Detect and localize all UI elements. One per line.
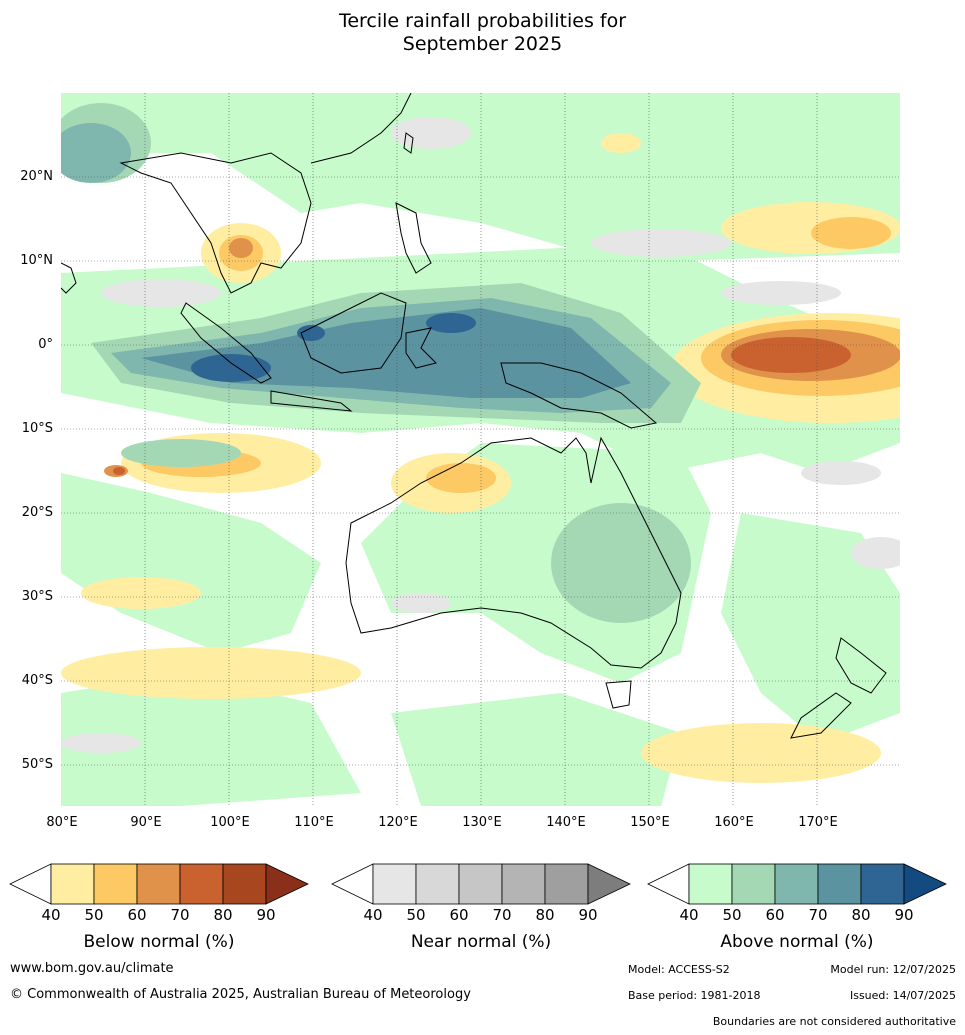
below-normal-70-areas — [113, 337, 851, 475]
lat-label-30s: 30°S — [21, 589, 53, 604]
legend-low-extension — [9, 863, 52, 905]
legend-tick-label: 90 — [578, 906, 598, 924]
legend-tick-label: 40 — [363, 906, 383, 924]
lon-label-110e: 110°E — [294, 815, 334, 830]
lon-label-80e: 80°E — [46, 815, 78, 830]
lon-label-130e: 130°E — [462, 815, 502, 830]
graticule — [61, 93, 900, 806]
legend-tick-label: 70 — [170, 906, 190, 924]
legend-near-normal-colorbar — [331, 863, 631, 905]
near-normal-areas — [61, 117, 900, 753]
legend-swatch — [817, 863, 862, 905]
legend-swatch — [501, 863, 546, 905]
lat-label-10s: 10°S — [21, 421, 53, 436]
legend-tick-label: 80 — [213, 906, 233, 924]
legend-swatch — [688, 863, 733, 905]
boundaries-disclaimer: Boundaries are not considered authoritat… — [712, 1015, 956, 1028]
above-normal-80-areas — [191, 313, 476, 382]
new-guinea-coast — [500, 362, 658, 429]
title-line-2: September 2025 — [402, 33, 563, 55]
legend-tick-label: 60 — [765, 906, 785, 924]
legend-tick-label: 80 — [535, 906, 555, 924]
legend-high-extension — [265, 863, 309, 905]
lat-label-20s: 20°S — [21, 505, 53, 520]
legend-high-extension — [587, 863, 631, 905]
borneo-coast — [300, 292, 407, 374]
map-title: Tercile rainfall probabilities for Septe… — [0, 10, 965, 56]
china-coast — [310, 93, 412, 164]
india-coast — [61, 262, 77, 294]
legend-swatch — [222, 863, 267, 905]
legend-below-normal-colorbar — [9, 863, 309, 905]
new-zealand-south-coast — [790, 692, 852, 739]
legend-tick-label: 90 — [894, 906, 914, 924]
legend-tick-label: 60 — [449, 906, 469, 924]
legend-tick-label: 80 — [851, 906, 871, 924]
coastlines — [61, 93, 887, 739]
legend-swatch — [179, 863, 224, 905]
legend-above-normal-title: Above normal (%) — [720, 932, 874, 952]
legend-near-normal-title: Near normal (%) — [410, 932, 552, 952]
new-zealand-coast — [835, 637, 887, 694]
lon-label-90e: 90°E — [130, 815, 162, 830]
legend-above-normal-colorbar — [647, 863, 947, 905]
legend-swatch — [731, 863, 776, 905]
base-period: Base period: 1981-2018 — [628, 989, 761, 1002]
legend-tick-label: 50 — [406, 906, 426, 924]
legend-low-extension — [331, 863, 374, 905]
model-run: Model run: 12/07/2025 — [830, 963, 956, 976]
rainfall-map — [61, 93, 900, 806]
lat-label-0: 0° — [38, 337, 53, 352]
australia-coast — [345, 436, 682, 669]
legend-swatch — [774, 863, 819, 905]
legend-low-extension — [647, 863, 690, 905]
legend-swatch — [415, 863, 460, 905]
lon-label-150e: 150°E — [630, 815, 670, 830]
philippines-coast — [395, 202, 432, 274]
lon-label-100e: 100°E — [210, 815, 250, 830]
legend-tick-label: 60 — [127, 906, 147, 924]
issued-date: Issued: 14/07/2025 — [849, 989, 956, 1002]
lon-label-160e: 160°E — [714, 815, 754, 830]
lat-label-20n: 20°N — [20, 169, 53, 184]
legend-above-normal — [646, 862, 948, 906]
map-canvas — [61, 93, 900, 806]
legend-tick-label: 40 — [679, 906, 699, 924]
copyright: © Commonwealth of Australia 2025, Austra… — [10, 987, 471, 1002]
title-line-1: Tercile rainfall probabilities for — [338, 10, 627, 32]
model-name: Model: ACCESS-S2 — [628, 963, 730, 976]
legend-swatch — [372, 863, 417, 905]
legend-tick-label: 40 — [41, 906, 61, 924]
legend-swatch — [136, 863, 181, 905]
website-link[interactable]: www.bom.gov.au/climate — [10, 961, 174, 976]
taiwan-coast — [403, 132, 414, 154]
lon-label-170e: 170°E — [798, 815, 838, 830]
lon-label-120e: 120°E — [378, 815, 418, 830]
legend-tick-label: 50 — [722, 906, 742, 924]
java-coast — [270, 390, 353, 412]
legend-near-normal — [330, 862, 632, 906]
legend-swatch — [860, 863, 905, 905]
tasmania-coast — [605, 680, 632, 709]
legend-swatch — [50, 863, 95, 905]
legend-below-normal-title: Below normal (%) — [83, 932, 235, 952]
legend-high-extension — [903, 863, 947, 905]
legend-below-normal — [8, 862, 310, 906]
legend-swatch — [544, 863, 589, 905]
lat-label-50s: 50°S — [21, 757, 53, 772]
legend-swatch — [93, 863, 138, 905]
lat-label-40s: 40°S — [21, 673, 53, 688]
sumatra-coast — [180, 302, 272, 384]
legend-tick-label: 70 — [808, 906, 828, 924]
legend-tick-label: 90 — [256, 906, 276, 924]
lon-label-140e: 140°E — [546, 815, 586, 830]
legend-swatch — [458, 863, 503, 905]
legend-tick-label: 70 — [492, 906, 512, 924]
legend-tick-label: 50 — [84, 906, 104, 924]
se-asia-coast — [119, 152, 312, 294]
lat-label-10n: 10°N — [20, 253, 53, 268]
sulawesi-coast — [405, 327, 437, 369]
